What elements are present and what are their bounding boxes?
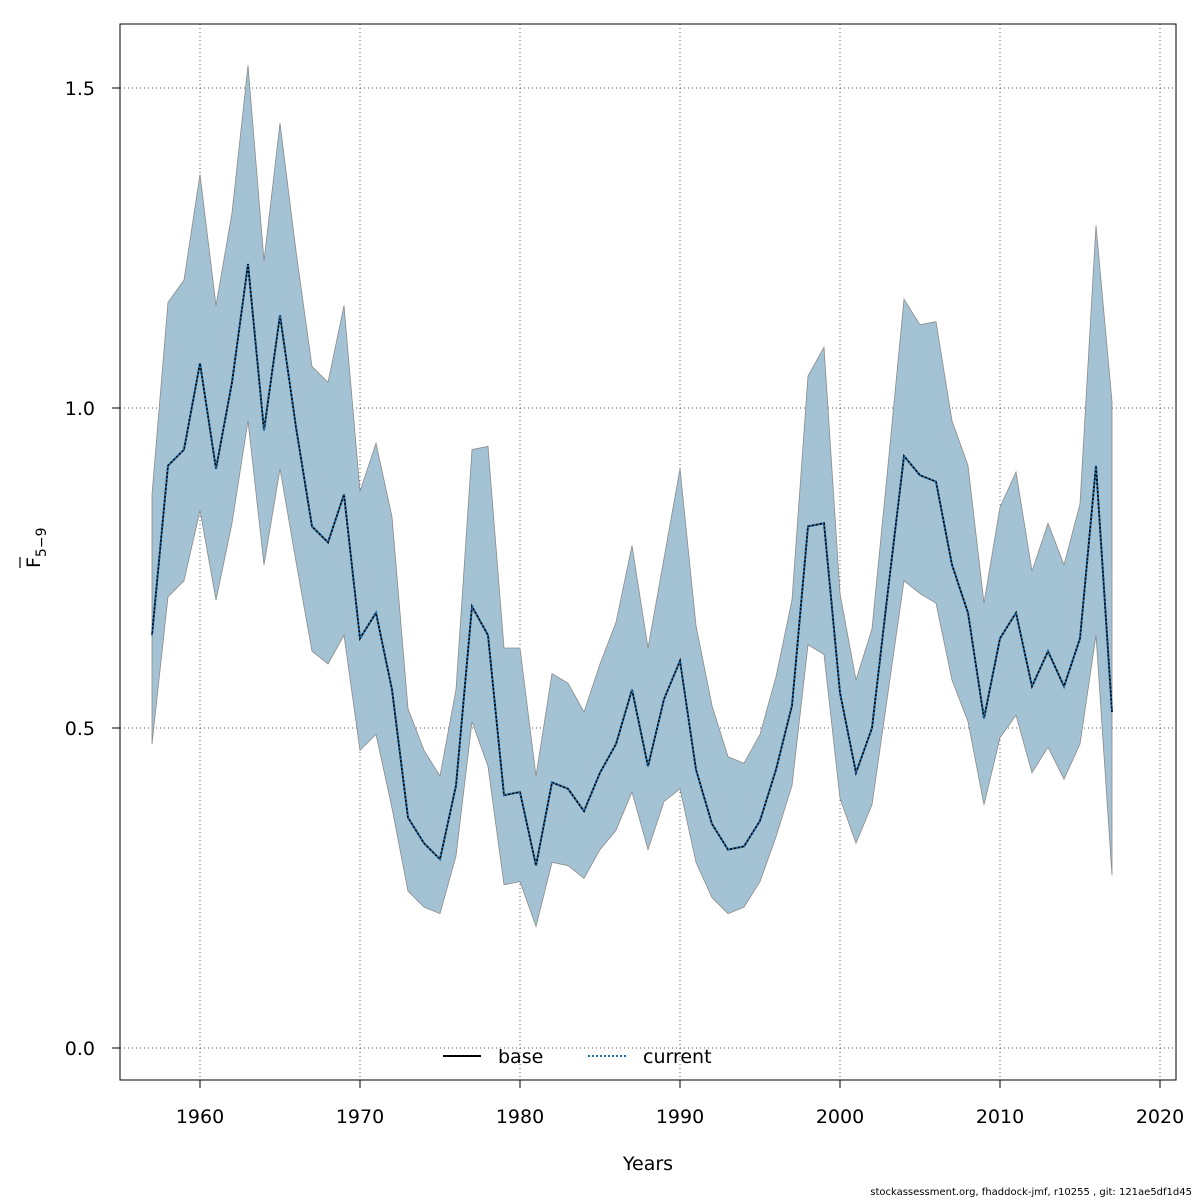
confidence-band [151, 65, 1113, 928]
series-lines [151, 263, 1113, 866]
series-line-current [151, 263, 1113, 866]
x-tick-label: 1990 [656, 1106, 704, 1128]
y-axis-title-subscript: 5−9 [34, 528, 50, 558]
x-tick-label: 2020 [1136, 1106, 1184, 1128]
legend-label-current: current [643, 1046, 712, 1068]
x-tick-label: 2010 [976, 1106, 1024, 1128]
y-tick-label: 1.5 [65, 78, 95, 100]
legend-label-base: base [498, 1046, 543, 1068]
y-axis: 0.0 0.5 1.0 1.5 [65, 78, 120, 1060]
footnote: stockassessment.org, fhaddock-jmf, r1025… [870, 1187, 1192, 1198]
x-axis: 1960 1970 1980 1990 2000 2010 2020 [176, 1079, 1184, 1128]
x-tick-label: 1980 [496, 1106, 544, 1128]
y-axis-title-main: F [23, 557, 45, 568]
x-tick-label: 2000 [816, 1106, 864, 1128]
x-tick-label: 1960 [176, 1106, 224, 1128]
y-tick-label: 1.0 [65, 398, 95, 420]
y-tick-label: 0.5 [65, 718, 95, 740]
x-axis-title: Years [622, 1153, 673, 1175]
svg-text:F5−9: F5−9 [23, 528, 50, 568]
y-axis-title: F5−9 [19, 528, 50, 568]
confidence-band-layer [151, 65, 1113, 928]
legend: base current [443, 1046, 712, 1068]
x-tick-label: 1970 [336, 1106, 384, 1128]
y-tick-label: 0.0 [65, 1038, 95, 1060]
